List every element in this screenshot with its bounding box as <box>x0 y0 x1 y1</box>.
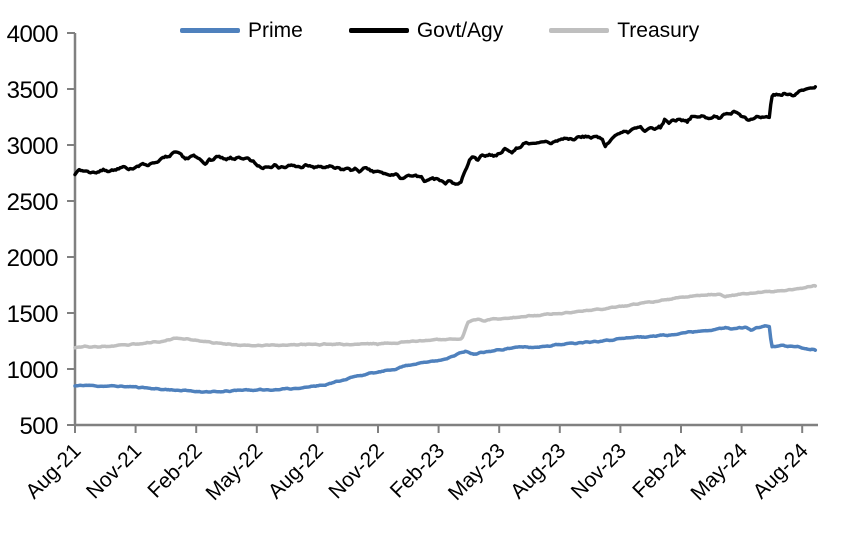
series-line-treasury <box>73 283 818 350</box>
prime-line-swatch <box>180 28 240 33</box>
x-tick-label: May-24 <box>686 439 752 505</box>
x-tick-label: May-23 <box>444 439 510 505</box>
x-tick-label: Aug-22 <box>264 439 328 503</box>
x-tick-label: Nov-21 <box>82 439 146 503</box>
legend-label-treasury: Treasury <box>617 19 700 42</box>
series-line-prime <box>73 324 818 394</box>
legend-item-prime: Prime <box>180 20 303 41</box>
legend: Prime Govt/Agy Treasury <box>180 20 699 41</box>
legend-label-govt-agy: Govt/Agy <box>416 19 504 42</box>
y-tick-label: 2500 <box>7 189 59 216</box>
treasury-line-swatch <box>549 28 610 33</box>
x-tick-label: Feb-22 <box>143 439 206 502</box>
x-tick-label: May-22 <box>202 439 268 505</box>
y-tick-label: 4000 <box>7 21 59 48</box>
x-tick-label: Aug-21 <box>21 439 85 503</box>
x-tick-label: Feb-23 <box>386 439 449 502</box>
legend-item-treasury: Treasury <box>549 20 699 41</box>
x-tick-label: Nov-22 <box>324 439 388 503</box>
govt-agy-line-swatch <box>348 28 409 33</box>
x-tick-label: Aug-23 <box>506 439 570 503</box>
x-tick-label: Aug-24 <box>749 439 813 503</box>
x-tick-label: Nov-23 <box>567 439 631 503</box>
legend-label-prime: Prime <box>248 19 303 42</box>
y-tick-label: 1000 <box>7 357 59 384</box>
series-line-govt-agy <box>73 85 817 186</box>
y-tick-label: 3500 <box>7 77 59 104</box>
y-tick-label: 3000 <box>7 133 59 160</box>
x-tick-label: Feb-24 <box>628 439 692 503</box>
y-tick-label: 2000 <box>7 245 59 272</box>
y-tick-label: 500 <box>19 413 58 440</box>
legend-item-govt-agy: Govt/Agy <box>348 19 504 42</box>
y-tick-label: 1500 <box>7 301 59 328</box>
